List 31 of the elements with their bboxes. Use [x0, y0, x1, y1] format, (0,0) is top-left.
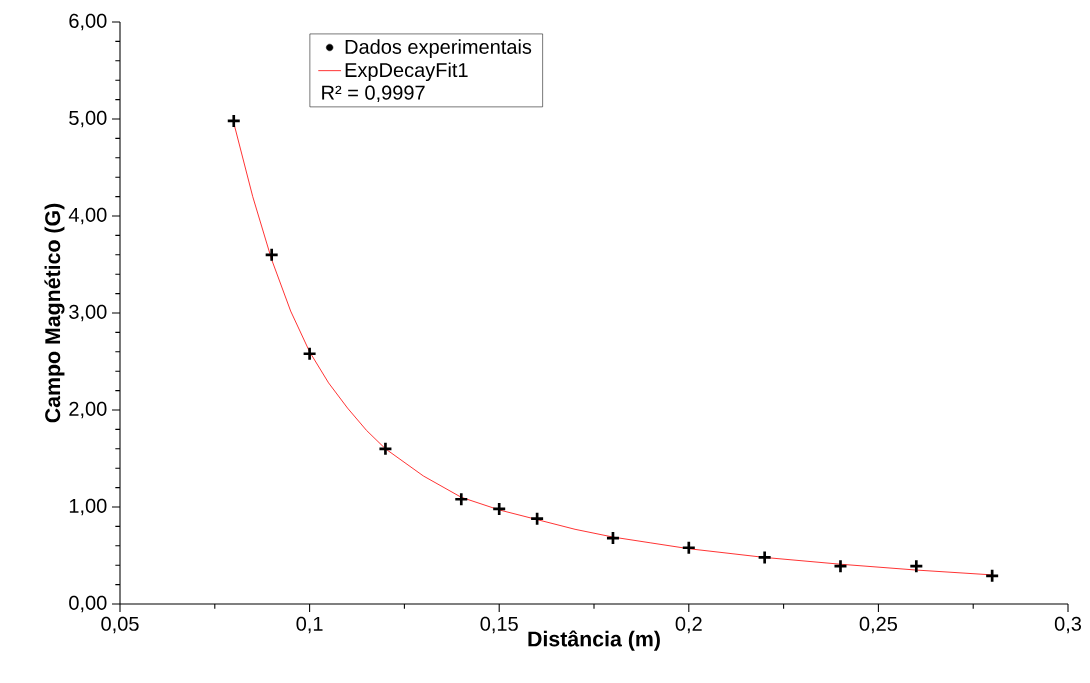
annotation: R² = 0,9997 — [322, 85, 425, 103]
x-axis-title: Distância (m) — [528, 630, 660, 651]
x-tick-label: 0,05 — [101, 616, 139, 634]
legend-label: Dados experimentais — [345, 39, 532, 58]
y-tick-label: 4,00 — [68, 207, 107, 225]
point — [757, 550, 772, 565]
point — [984, 568, 1000, 584]
y-tick-label: 3,00 — [69, 304, 107, 322]
point — [908, 558, 924, 574]
legend-label: ExpDecayFit1 — [345, 62, 468, 82]
point — [605, 530, 621, 546]
y-tick-label: 5,00 — [69, 110, 107, 128]
x-tick-label: 0,25 — [859, 616, 898, 634]
point — [302, 346, 317, 362]
y-tick-label: 2,00 — [69, 401, 107, 419]
y-axis-title: Campo Magnético (G) — [44, 203, 65, 423]
y-tick-label: 0,00 — [69, 595, 107, 613]
x-tick-label: 0,3 — [1054, 616, 1082, 634]
point — [264, 247, 280, 263]
point — [833, 558, 848, 574]
point — [453, 491, 469, 507]
point — [226, 113, 242, 129]
x-tick-label: 0,1 — [296, 616, 323, 634]
point — [681, 540, 697, 556]
point — [529, 511, 545, 526]
x-tick-label: 0,15 — [480, 616, 518, 634]
point — [378, 441, 393, 457]
y-tick-label: 6,00 — [69, 13, 107, 31]
y-tick-label: 1,00 — [69, 498, 107, 516]
x-tick-label: 0,2 — [675, 616, 702, 634]
point — [491, 501, 507, 517]
